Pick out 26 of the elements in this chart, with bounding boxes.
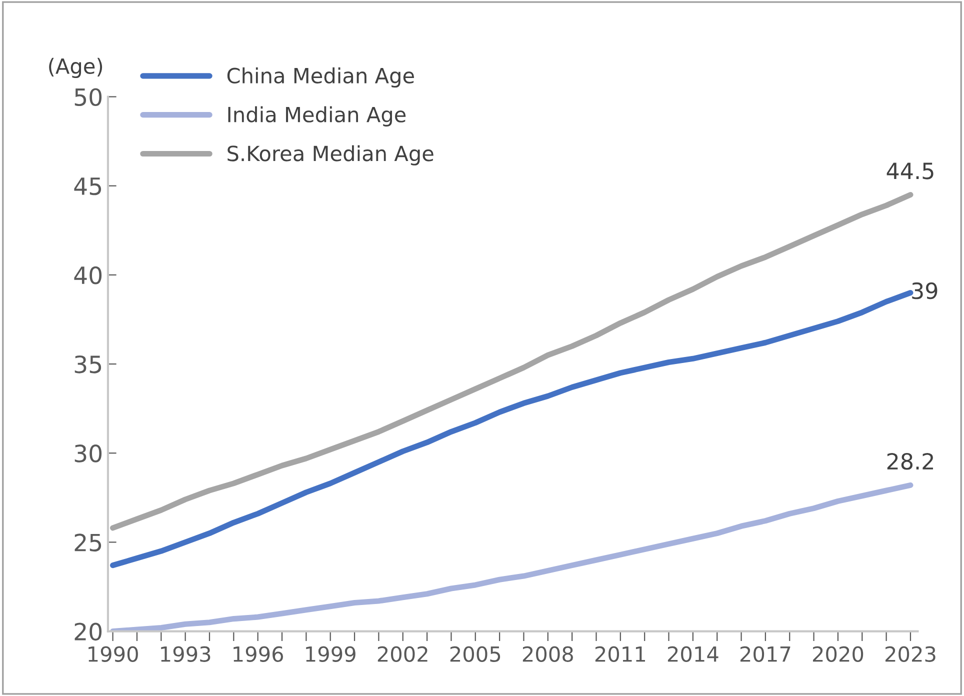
y-tick-label: 40 xyxy=(74,266,102,284)
y-tick-label: 20 xyxy=(74,622,102,641)
y-axis-title: (Age) xyxy=(49,58,102,78)
x-tick-label: 2023 xyxy=(885,646,936,662)
y-tick-label: 45 xyxy=(74,178,102,196)
x-tick-label: 1999 xyxy=(306,646,356,662)
y-tick-label: 30 xyxy=(74,444,102,462)
y-tick-label: 50 xyxy=(74,88,102,106)
y-tick-label: 25 xyxy=(74,534,102,552)
x-tick-label: 2008 xyxy=(522,646,573,662)
legend-label: S.Korea Median Age xyxy=(228,145,434,166)
x-tick-label: 2017 xyxy=(740,646,790,662)
data-label: 28.2 xyxy=(887,452,933,470)
legend-label: China Median Age xyxy=(227,67,414,88)
data-label: 39 xyxy=(912,282,938,300)
x-tick-label: 1996 xyxy=(234,646,284,662)
x-tick-label: 2011 xyxy=(595,646,645,662)
x-tick-label: 1993 xyxy=(161,646,210,662)
x-tick-label: 2005 xyxy=(450,646,500,662)
x-tick-label: 2014 xyxy=(668,646,718,662)
data-label: 44.5 xyxy=(886,162,934,180)
x-tick-label: 2020 xyxy=(812,646,864,662)
y-tick-label: 35 xyxy=(74,355,102,374)
x-tick-label: 2002 xyxy=(378,646,428,662)
legend-label: India Median Age xyxy=(228,106,406,126)
x-tick-label: 1990 xyxy=(88,646,138,662)
